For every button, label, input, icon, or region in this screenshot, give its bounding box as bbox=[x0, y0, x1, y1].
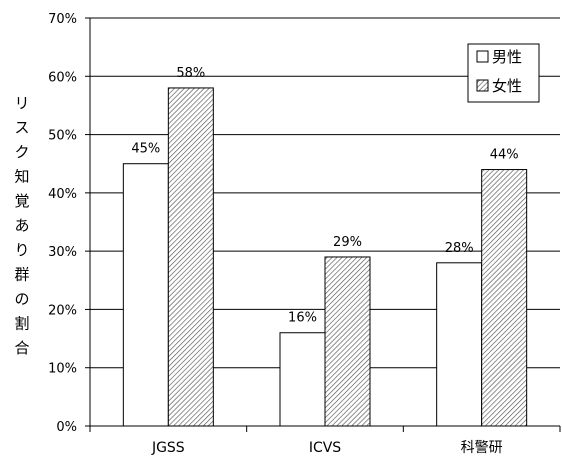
y-tick-label: 40% bbox=[48, 187, 77, 202]
bar-female bbox=[168, 88, 213, 426]
x-category-label: 科警研 bbox=[461, 440, 503, 456]
y-axis-title-char: 割 bbox=[14, 315, 29, 333]
bar-male bbox=[437, 263, 482, 426]
y-axis-title-char: リ bbox=[14, 94, 29, 112]
data-label: 58% bbox=[176, 66, 205, 81]
y-tick-label: 0% bbox=[56, 420, 77, 435]
y-axis-title-char: ス bbox=[14, 119, 29, 137]
y-tick-label: 70% bbox=[48, 12, 77, 27]
x-category-label: JGSS bbox=[151, 440, 185, 456]
data-label: 29% bbox=[333, 235, 362, 250]
y-tick-label: 60% bbox=[48, 70, 77, 85]
x-axis-category-labels: JGSS ICVS 科警研 bbox=[151, 440, 503, 456]
bar-male bbox=[280, 333, 325, 426]
data-label: 45% bbox=[131, 142, 160, 157]
y-axis-title-char: 群 bbox=[14, 266, 29, 284]
legend-swatch-male bbox=[477, 51, 488, 62]
bar-female bbox=[482, 170, 527, 426]
data-label: 16% bbox=[288, 311, 317, 326]
bar-female bbox=[325, 257, 370, 426]
y-axis-tick-labels: 0% 10% 20% 30% 40% 50% 60% 70% bbox=[48, 12, 77, 435]
bars bbox=[123, 88, 526, 426]
y-tick-label: 20% bbox=[48, 303, 77, 318]
y-axis-title-char: り bbox=[14, 241, 29, 259]
data-label: 44% bbox=[490, 148, 519, 163]
data-label: 28% bbox=[445, 241, 474, 256]
bar-male bbox=[123, 164, 168, 426]
y-axis-title-char: 覚 bbox=[14, 192, 29, 210]
y-tick-label: 50% bbox=[48, 129, 77, 144]
y-axis-title-char: あ bbox=[14, 217, 29, 235]
legend-swatch-female bbox=[477, 80, 488, 91]
y-axis-title-char: 知 bbox=[14, 168, 29, 186]
y-axis-title-char: ク bbox=[14, 143, 29, 161]
x-category-label: ICVS bbox=[309, 440, 341, 456]
legend-label-female: 女性 bbox=[492, 77, 522, 95]
legend: 男性 女性 bbox=[468, 44, 539, 102]
y-axis-title-char: の bbox=[14, 290, 29, 308]
legend-label-male: 男性 bbox=[492, 48, 522, 66]
y-tick-label: 30% bbox=[48, 245, 77, 260]
y-tick-label: 10% bbox=[48, 362, 77, 377]
y-axis-title-char: 合 bbox=[14, 339, 29, 357]
